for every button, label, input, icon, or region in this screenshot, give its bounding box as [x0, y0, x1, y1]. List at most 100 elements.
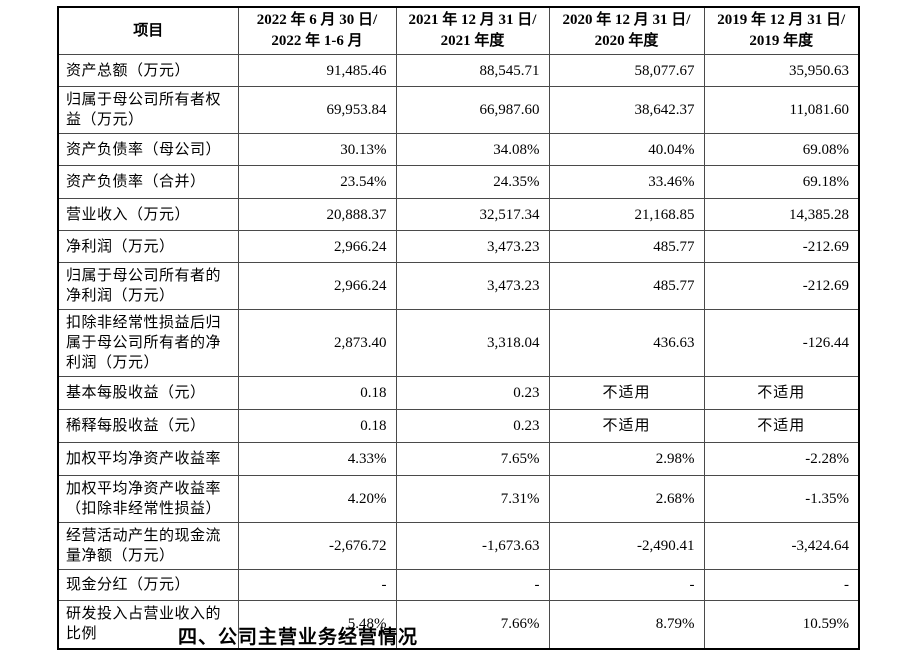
value-cell: 0.18	[237, 376, 397, 410]
value-cell: -126.44	[703, 309, 860, 377]
table-row: 资产负债率（合并） 23.54% 24.35% 33.46% 69.18%	[57, 165, 860, 199]
value-cell: 34.08%	[395, 133, 550, 166]
column-header-line1: 2022 年 6 月 30 日/	[256, 12, 378, 28]
table-row: 研发投入占营业收入的比例 5.48% 7.66% 8.79% 10.59%	[57, 600, 860, 649]
value-cell: 485.77	[548, 230, 705, 263]
column-header-period: 2022 年 6 月 30 日/2022 年 1-6 月	[237, 6, 397, 55]
table-row: 归属于母公司所有者的净利润（万元） 2,966.24 3,473.23 485.77-…	[57, 262, 860, 310]
value-cell: 20,888.37	[237, 198, 397, 231]
value-cell: 436.63	[548, 309, 705, 377]
table-header: 项目 2022 年 6 月 30 日/2022 年 1-6 月 2021 年 12 …	[57, 6, 860, 55]
column-header-line1: 2021 年 12 月 31 日/	[408, 12, 537, 28]
value-cell: -1.35%	[703, 475, 860, 523]
value-cell: 69.18%	[703, 165, 860, 199]
value-cell: 3,473.23	[395, 230, 550, 263]
value-cell: 不适用	[703, 376, 860, 410]
value-cell: 0.18	[237, 409, 397, 443]
table-row: 加权平均净资产收益率 4.33% 7.65% 2.98% -2.28%	[57, 442, 860, 476]
value-cell: 21,168.85	[548, 198, 705, 231]
value-cell: -	[703, 569, 860, 601]
value-cell: 40.04%	[548, 133, 705, 166]
value-cell: 不适用	[548, 376, 705, 410]
value-cell: 7.66%	[395, 600, 550, 649]
column-header-period: 2021 年 12 月 31 日/2021 年度	[395, 6, 550, 55]
value-cell: 66,987.60	[395, 86, 550, 134]
item-label-cell: 资产总额（万元）	[57, 54, 239, 87]
column-header-item: 项目	[57, 6, 239, 55]
column-header-line1: 2020 年 12 月 31 日/	[562, 12, 691, 28]
item-label-cell: 现金分红（万元）	[57, 569, 239, 601]
value-cell: 30.13%	[237, 133, 397, 166]
item-label-cell: 归属于母公司所有者的净利润（万元）	[57, 262, 239, 310]
value-cell: 69,953.84	[237, 86, 397, 134]
value-cell: 2,873.40	[237, 309, 397, 377]
column-header-line2: 2019 年度	[749, 33, 814, 49]
item-label-cell: 稀释每股收益（元）	[57, 409, 239, 443]
table-row: 资产负债率（母公司） 30.13% 34.08% 40.04% 69.08%	[57, 133, 860, 166]
value-cell: 32,517.34	[395, 198, 550, 231]
value-cell: -2,490.41	[548, 522, 705, 570]
value-cell: 4.20%	[237, 475, 397, 523]
value-cell: 14,385.28	[703, 198, 860, 231]
value-cell: -212.69	[703, 230, 860, 263]
value-cell: 不适用	[703, 409, 860, 443]
value-cell: 88,545.71	[395, 54, 550, 87]
value-cell: 3,318.04	[395, 309, 550, 377]
item-label-cell: 资产负债率（合并）	[57, 165, 239, 199]
item-label-cell: 研发投入占营业收入的比例	[57, 600, 239, 649]
item-label-cell: 加权平均净资产收益率	[57, 442, 239, 476]
value-cell: 485.77	[548, 262, 705, 310]
item-label-cell: 资产负债率（母公司）	[57, 133, 239, 166]
table-row: 稀释每股收益（元） 0.18 0.23 不适用 不适用	[57, 409, 860, 443]
value-cell: -	[548, 569, 705, 601]
column-header-period: 2020 年 12 月 31 日/2020 年度	[548, 6, 705, 55]
table-body: 资产总额（万元） 91,485.46 88,545.71 58,077.67 35,95…	[57, 54, 860, 649]
value-cell: 不适用	[548, 409, 705, 443]
table-row: 资产总额（万元） 91,485.46 88,545.71 58,077.67 35,95…	[57, 54, 860, 87]
item-label-cell: 经营活动产生的现金流量净额（万元）	[57, 522, 239, 570]
value-cell: 38,642.37	[548, 86, 705, 134]
table-row: 扣除非经常性损益后归属于母公司所有者的净利润（万元） 2,873.40 3,318.…	[57, 309, 860, 377]
value-cell: 33.46%	[548, 165, 705, 199]
item-label-cell: 加权平均净资产收益率（扣除非经常性损益）	[57, 475, 239, 523]
value-cell: -	[395, 569, 550, 601]
column-header-line2: 2020 年度	[594, 33, 659, 49]
column-header-line2: 2021 年度	[440, 33, 505, 49]
value-cell: 7.65%	[395, 442, 550, 476]
value-cell: -2,676.72	[237, 522, 397, 570]
column-header-period: 2019 年 12 月 31 日/2019 年度	[703, 6, 860, 55]
column-header-line2: 2022 年 1-6 月	[271, 33, 363, 49]
column-header-line1: 2019 年 12 月 31 日/	[717, 12, 846, 28]
value-cell: 2,966.24	[237, 262, 397, 310]
table-row: 净利润（万元） 2,966.24 3,473.23 485.77 -212.69	[57, 230, 860, 263]
value-cell: 3,473.23	[395, 262, 550, 310]
item-label-cell: 营业收入（万元）	[57, 198, 239, 231]
value-cell: 23.54%	[237, 165, 397, 199]
value-cell: 58,077.67	[548, 54, 705, 87]
item-label-cell: 净利润（万元）	[57, 230, 239, 263]
value-cell: 10.59%	[703, 600, 860, 649]
table-row: 现金分红（万元） - - - -	[57, 569, 860, 601]
value-cell: 5.48%	[237, 600, 397, 649]
value-cell: 0.23	[395, 376, 550, 410]
value-cell: 8.79%	[548, 600, 705, 649]
value-cell: 11,081.60	[703, 86, 860, 134]
value-cell: 91,485.46	[237, 54, 397, 87]
value-cell: 35,950.63	[703, 54, 860, 87]
value-cell: 2.68%	[548, 475, 705, 523]
value-cell: -2.28%	[703, 442, 860, 476]
value-cell: -3,424.64	[703, 522, 860, 570]
table-row: 基本每股收益（元） 0.18 0.23 不适用 不适用	[57, 376, 860, 410]
value-cell: 2.98%	[548, 442, 705, 476]
value-cell: 2,966.24	[237, 230, 397, 263]
table-row: 营业收入（万元） 20,888.37 32,517.34 21,168.85 14,38…	[57, 198, 860, 231]
table-row: 加权平均净资产收益率（扣除非经常性损益） 4.20% 7.31% 2.68% -1.35…	[57, 475, 860, 523]
value-cell: -	[237, 569, 397, 601]
item-label-cell: 归属于母公司所有者权益（万元）	[57, 86, 239, 134]
value-cell: -1,673.63	[395, 522, 550, 570]
value-cell: 69.08%	[703, 133, 860, 166]
section-heading: 四、公司主营业务经营情况	[178, 627, 419, 648]
value-cell: 24.35%	[395, 165, 550, 199]
value-cell: -212.69	[703, 262, 860, 310]
